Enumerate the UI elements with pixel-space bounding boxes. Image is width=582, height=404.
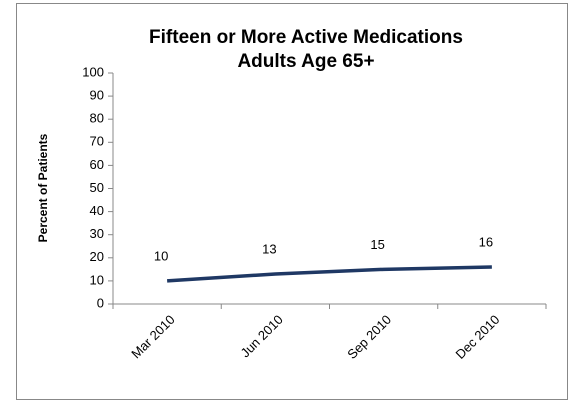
data-label: 13 (262, 241, 276, 256)
y-tick-label: 40 (90, 203, 104, 218)
data-label: 10 (154, 248, 168, 263)
data-label: 15 (370, 237, 384, 252)
y-tick-label: 10 (90, 272, 104, 287)
line (167, 265, 492, 283)
chart-frame (16, 3, 568, 400)
y-axis-title: Percent of Patients (36, 133, 50, 242)
chart-title: Fifteen or More Active Medications (149, 27, 463, 48)
y-tick-label: 20 (90, 249, 104, 264)
data-label: 16 (479, 234, 493, 249)
y-tick-label: 100 (82, 64, 104, 79)
y-tick-label: 30 (90, 226, 104, 241)
y-tick-label: 90 (90, 88, 104, 103)
y-tick-label: 70 (90, 134, 104, 149)
chart-subtitle: Adults Age 65+ (237, 51, 374, 72)
y-tick-label: 50 (90, 180, 104, 195)
y-tick-label: 80 (90, 111, 104, 126)
y-tick-label: 0 (97, 295, 104, 310)
y-tick-label: 60 (90, 157, 104, 172)
